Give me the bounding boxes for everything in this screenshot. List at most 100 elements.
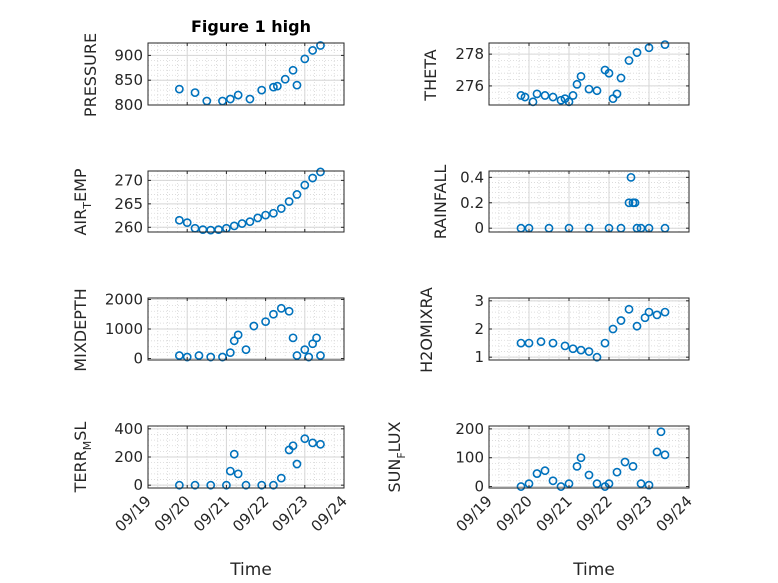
data-point <box>308 173 318 183</box>
data-point <box>656 427 666 437</box>
data-point <box>233 469 243 479</box>
data-point <box>233 90 243 100</box>
y-tick-label: 800 <box>114 96 143 114</box>
data-point <box>276 204 286 213</box>
data-point <box>225 94 235 104</box>
data-point <box>190 88 200 97</box>
ylabel-terr-rest: SL <box>71 422 90 441</box>
x-tick-label: 09/21 <box>190 492 233 535</box>
x-tick-label: 09/22 <box>229 492 272 535</box>
y-tick-label: 276 <box>455 77 484 95</box>
axes-frame <box>147 170 345 233</box>
y-tick-label: 1000 <box>105 320 143 338</box>
data-point <box>576 345 586 355</box>
y-tick-label: 0.2 <box>460 194 484 212</box>
x-tick-label: 09/21 <box>533 492 576 535</box>
data-point <box>536 337 546 347</box>
ylabel-air-temp-subscript: T <box>81 202 94 210</box>
axes-frame <box>488 42 690 106</box>
ylabel-pressure: PRESSURE <box>81 33 100 117</box>
data-point <box>626 172 636 182</box>
axes-frame <box>488 170 690 233</box>
data-point <box>628 461 638 471</box>
y-tick-label: 200 <box>455 420 484 438</box>
data-point <box>261 210 270 220</box>
data-point <box>221 480 231 490</box>
data-point <box>288 333 298 343</box>
y-tick-label: 850 <box>114 71 143 89</box>
data-point <box>292 80 302 90</box>
data-point <box>229 449 239 459</box>
data-point <box>572 461 582 471</box>
subplot-5: 1 2 3 <box>474 292 690 366</box>
data-point <box>532 469 542 478</box>
data-point <box>284 306 294 316</box>
data-point <box>316 41 325 50</box>
data-point <box>592 86 602 96</box>
subplot-4: 0 1000 2000 <box>105 290 345 368</box>
ylabel-h2omixra: H2OMIXRA <box>417 287 436 373</box>
data-point <box>253 213 263 223</box>
x-tick-label: 09/19 <box>453 492 496 535</box>
data-point <box>576 453 586 463</box>
data-point <box>292 351 302 360</box>
data-point <box>632 321 642 331</box>
data-point <box>556 482 566 491</box>
data-point <box>620 457 630 467</box>
data-point <box>584 470 594 480</box>
data-point <box>624 56 634 65</box>
data-point <box>640 313 650 323</box>
subplot-2: 260 265 270 <box>114 167 345 236</box>
data-point <box>241 345 251 355</box>
y-tick-label: 1 <box>474 348 484 366</box>
data-point <box>276 303 286 313</box>
x-tick-label: 09/19 <box>112 492 155 535</box>
ylabel-terr-subscript: M <box>81 441 94 451</box>
data-point <box>548 92 558 102</box>
data-point <box>568 344 578 354</box>
data-point <box>276 473 286 483</box>
data-point <box>237 219 247 228</box>
data-point <box>604 68 614 78</box>
ylabel-terr-msl: TERRMSL <box>71 422 94 494</box>
x-tick-label: 09/23 <box>613 492 656 535</box>
data-point <box>292 190 302 199</box>
x-tick-label: 09/20 <box>151 492 194 535</box>
data-point <box>206 480 216 490</box>
data-point <box>300 345 310 355</box>
xlabel-right: Time <box>572 560 615 580</box>
ylabel-air-temp-main: AIR <box>71 209 90 236</box>
data-point <box>608 324 618 334</box>
ylabel-sun-main: SUN <box>385 459 404 493</box>
data-point <box>316 439 325 449</box>
data-point <box>584 84 594 94</box>
data-point <box>540 466 550 476</box>
data-point <box>257 85 267 95</box>
y-tick-label: 270 <box>114 171 143 189</box>
ylabel-theta: THETA <box>421 49 440 101</box>
y-tick-label: 2 <box>474 320 484 338</box>
ylabel-air-temp: AIRTEMP <box>71 168 94 235</box>
data-point <box>630 198 640 208</box>
data-point <box>600 338 610 348</box>
figure-title: Figure 1 high <box>191 17 311 36</box>
y-tick-label: 265 <box>114 195 143 213</box>
data-point <box>229 336 239 346</box>
data-point <box>616 73 626 83</box>
data-point <box>249 321 259 331</box>
data-point <box>572 79 582 89</box>
y-tick-label: 200 <box>114 448 143 466</box>
data-point <box>624 198 634 208</box>
data-point <box>174 215 184 225</box>
subplot-0: 800 850 900 <box>114 41 345 114</box>
subplot-1: 276 278 <box>455 40 690 107</box>
y-tick-label: 900 <box>114 46 143 64</box>
data-point <box>174 84 184 94</box>
data-point <box>300 434 310 444</box>
data-point <box>308 438 318 448</box>
data-point <box>660 40 670 49</box>
x-tick-label: 09/20 <box>493 492 536 535</box>
data-point <box>174 351 184 360</box>
